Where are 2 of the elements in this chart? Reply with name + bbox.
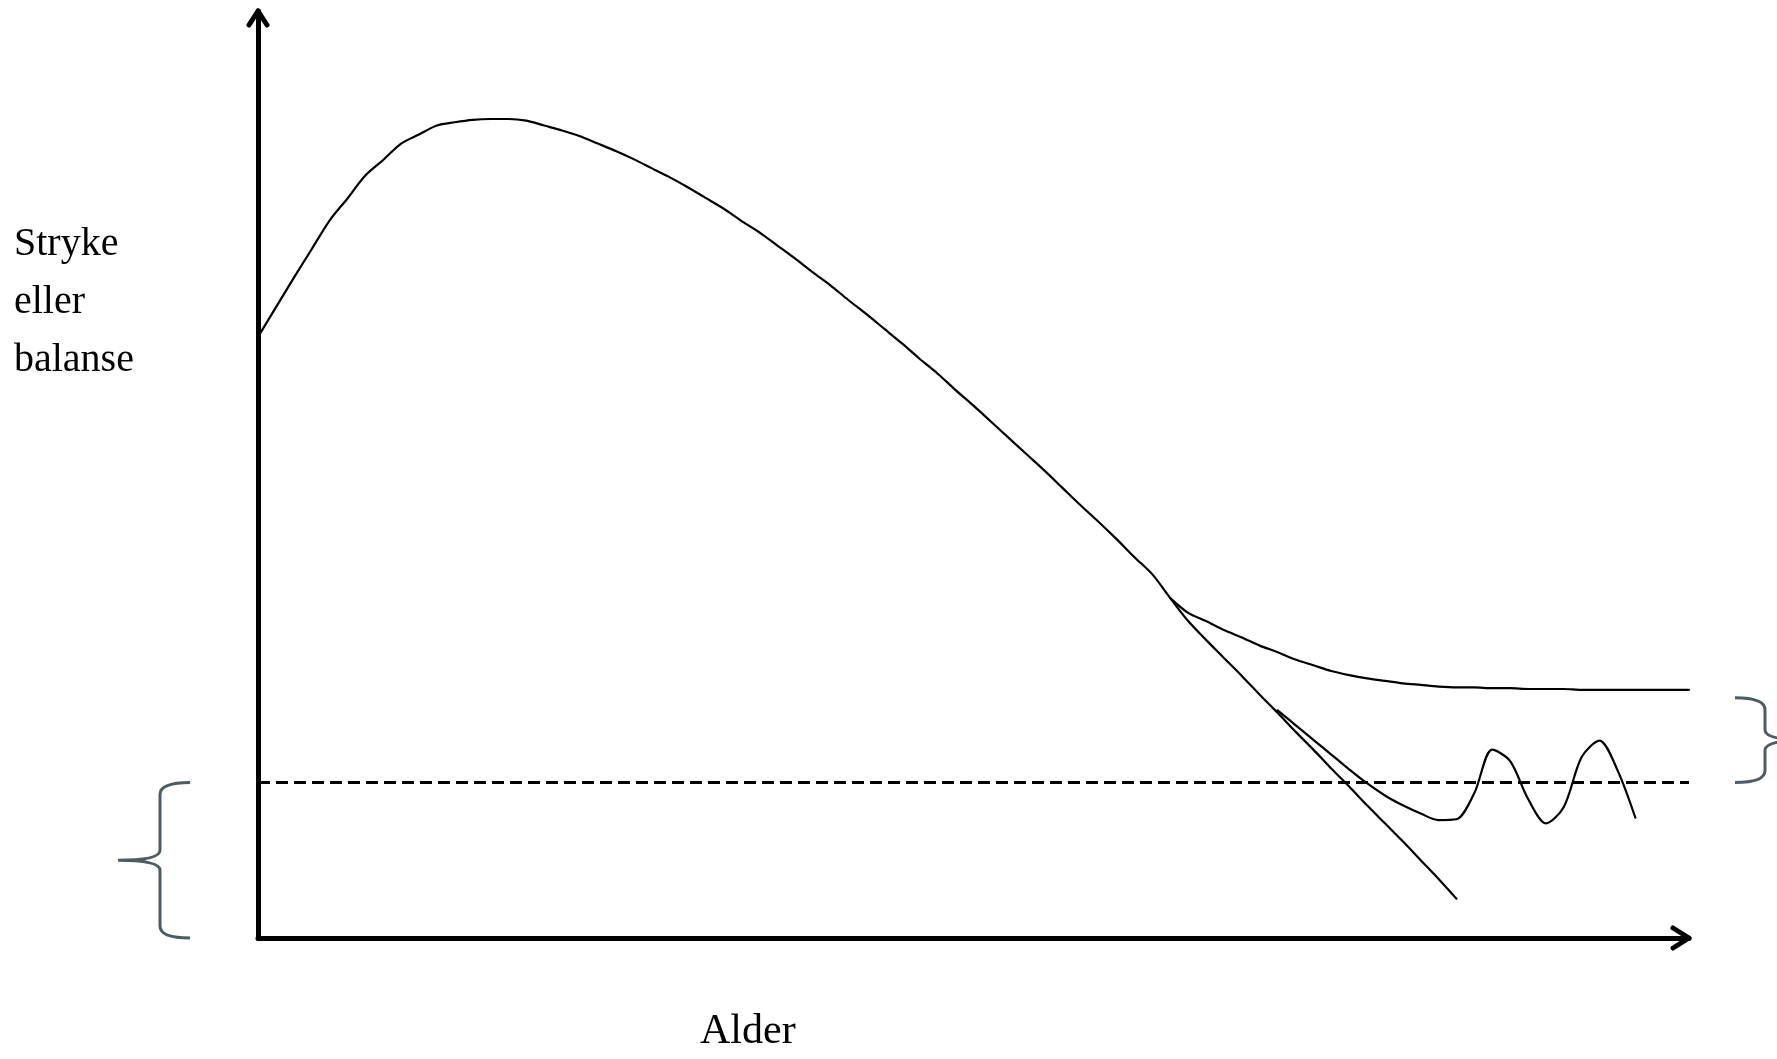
- x-axis-title: Alder: [700, 1006, 796, 1052]
- y-axis-title: Stryke eller balanse: [14, 218, 134, 380]
